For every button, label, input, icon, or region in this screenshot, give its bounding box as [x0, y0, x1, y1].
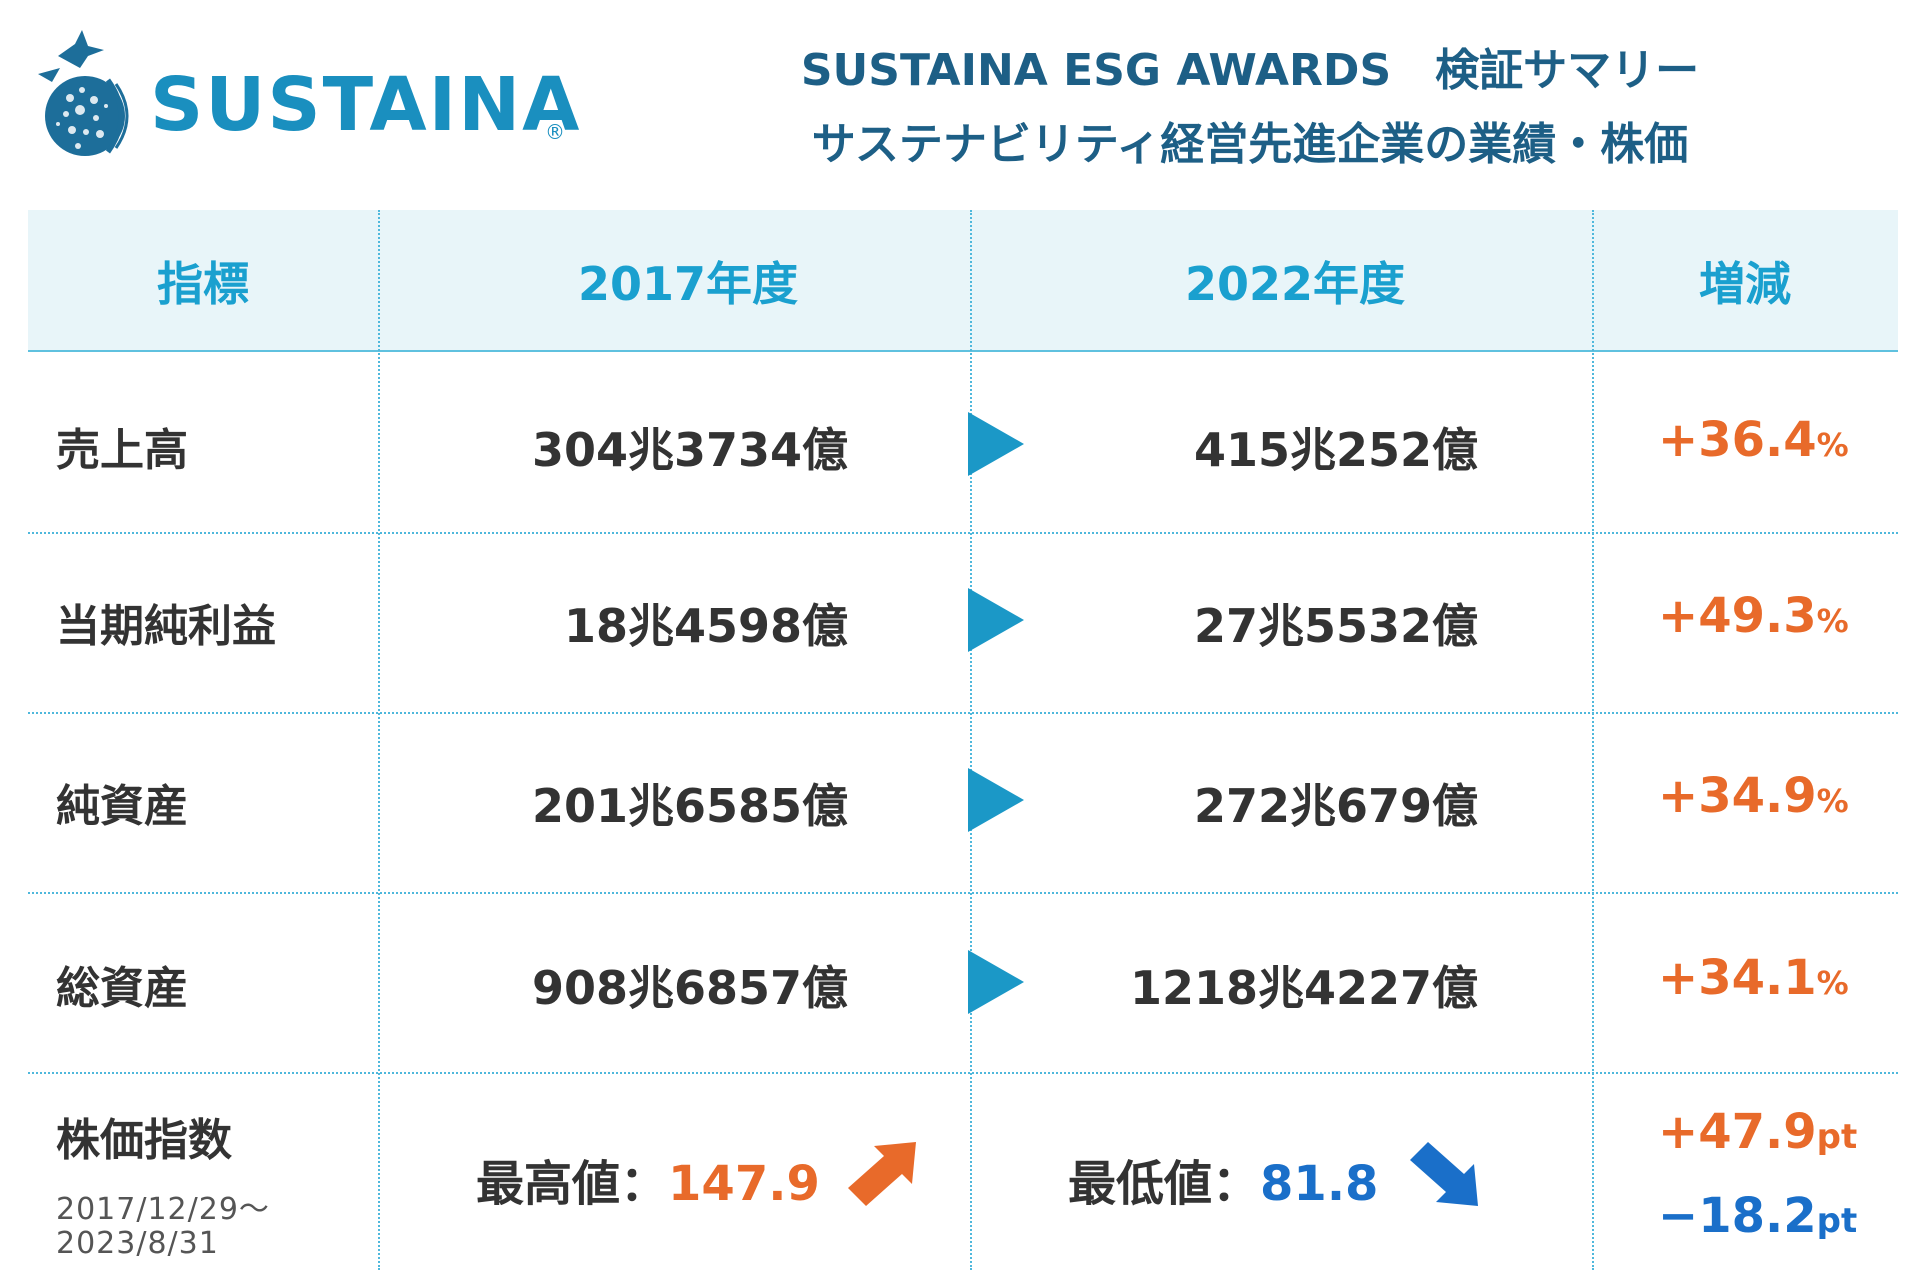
- value-2017: 201兆6585億: [531, 779, 848, 833]
- page-subtitle: サステナビリティ経営先進企業の業績・株価: [811, 119, 1689, 170]
- row-label: 当期純利益: [56, 601, 276, 652]
- column-divider: [378, 210, 380, 1270]
- registered-mark: ®: [545, 120, 565, 144]
- table-row-total-assets: 総資産 908兆6857億 1218兆4227億 +34.1%: [28, 894, 1898, 1072]
- stock-high-label: 最高値：: [476, 1156, 669, 1212]
- table-row-net-income: 当期純利益 18兆4598億 27兆5532億 +49.3%: [28, 534, 1898, 712]
- row-divider: [28, 532, 1898, 534]
- arrow-up-right-icon: [848, 1142, 916, 1206]
- column-header-2022: 2022年度: [1184, 257, 1406, 311]
- column-header-metric: 指標: [157, 257, 249, 311]
- row-label: 総資産: [56, 963, 188, 1014]
- stock-change-down: −18.2pt: [1658, 1188, 1858, 1244]
- logo-wordmark: SUSTAINA: [150, 62, 582, 148]
- value-2022: 272兆679億: [1193, 779, 1478, 833]
- value-2022: 1218兆4227億: [1129, 961, 1478, 1015]
- row-label: 株価指数: [56, 1115, 232, 1166]
- stock-low: 最低値：81.8: [1068, 1144, 1378, 1214]
- arrow-right-icon: [968, 768, 1024, 832]
- stock-low-value: 81.8: [1260, 1156, 1379, 1212]
- summary-table: 指標 2017年度 2022年度 増減 売上高 304兆3734億 415兆25…: [28, 210, 1898, 1270]
- stock-high: 最高値：147.9: [476, 1144, 820, 1214]
- column-header-change: 増減: [1699, 257, 1791, 311]
- change-value: +34.9%: [1658, 768, 1849, 824]
- arrow-down-right-icon: [1410, 1142, 1478, 1206]
- page-title: SUSTAINA ESG AWARDS 検証サマリー: [800, 45, 1700, 96]
- value-2017: 304兆3734億: [531, 423, 848, 477]
- globe-bird-icon: [38, 30, 129, 156]
- value-2017: 908兆6857億: [531, 961, 848, 1015]
- value-2022: 27兆5532億: [1193, 599, 1478, 653]
- change-value: +34.1%: [1658, 950, 1849, 1006]
- value-2022: 415兆252億: [1193, 423, 1478, 477]
- change-value: +49.3%: [1658, 588, 1849, 644]
- arrow-right-icon: [968, 950, 1024, 1014]
- arrow-right-icon: [968, 588, 1024, 652]
- column-divider: [970, 210, 972, 1270]
- stock-low-label: 最低値：: [1068, 1156, 1261, 1212]
- arrow-right-icon: [968, 412, 1024, 476]
- column-divider: [1592, 210, 1594, 1270]
- sustaina-logo: SUSTAINA ®: [30, 28, 590, 178]
- table-row-stock-index: 株価指数 2017/12/29〜 2023/8/31 最高値：147.9 最低値…: [28, 1074, 1898, 1270]
- row-label: 純資産: [56, 781, 188, 832]
- table-row-sales: 売上高 304兆3734億 415兆252億 +36.4%: [28, 354, 1898, 532]
- period-end: 2023/8/31: [56, 1226, 219, 1261]
- row-divider: [28, 1072, 1898, 1074]
- stock-change-up: +47.9pt: [1658, 1104, 1858, 1160]
- table-row-net-assets: 純資産 201兆6585億 272兆679億 +34.9%: [28, 714, 1898, 892]
- value-2017: 18兆4598億: [563, 599, 848, 653]
- table-header: 指標 2017年度 2022年度 増減: [28, 210, 1898, 352]
- stock-high-value: 147.9: [668, 1156, 820, 1212]
- row-divider: [28, 712, 1898, 714]
- row-label: 売上高: [56, 425, 188, 476]
- change-value: +36.4%: [1658, 412, 1849, 468]
- period-start: 2017/12/29〜: [56, 1192, 270, 1227]
- row-divider: [28, 892, 1898, 894]
- column-header-2017: 2017年度: [577, 257, 799, 311]
